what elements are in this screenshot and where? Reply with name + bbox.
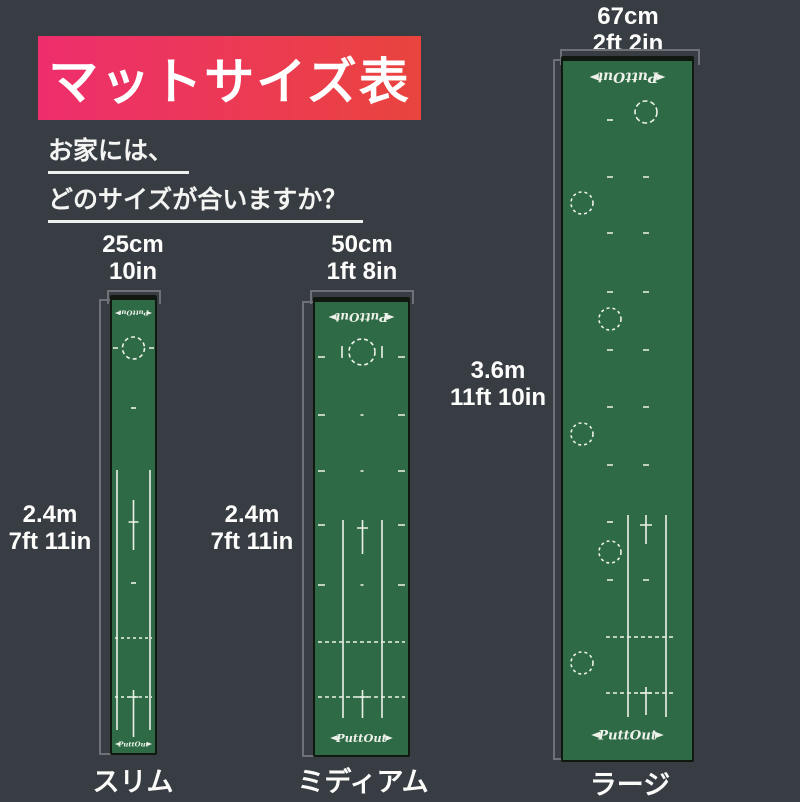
- puttout-logo-bottom: PuttOut: [591, 728, 664, 743]
- mat-graphic-medium: PuttOut PuttOut: [318, 310, 405, 745]
- target-circle: [598, 540, 622, 564]
- alignment-cross: [128, 500, 139, 550]
- medium-name-label: ミディアム: [297, 767, 429, 797]
- puttout-logo-top: PuttOut: [328, 310, 395, 324]
- medium-width-label: 50cm 1ft 8in: [326, 231, 398, 285]
- gate-marks: [341, 346, 383, 358]
- target-circle: [121, 336, 146, 360]
- medium-width-bracket: [310, 290, 414, 304]
- slim-width-label: 25cm 10in: [102, 231, 164, 285]
- large-length-label: 3.6m 11ft 10in: [449, 357, 547, 411]
- svg-text:PuttOut: PuttOut: [334, 310, 389, 324]
- alignment-cross: [640, 687, 652, 715]
- large-width-label: 67cm 2ft 2in: [592, 3, 664, 57]
- mat-slim: PuttOut PuttOut: [110, 295, 157, 755]
- target-circle: [634, 100, 658, 124]
- puttout-logo-top: PuttOut: [114, 309, 153, 317]
- alignment-cross: [357, 690, 368, 718]
- target-circle: [570, 651, 594, 675]
- alignment-cross: [640, 515, 652, 544]
- target-circle: [348, 338, 376, 366]
- mat-graphic-slim: PuttOut PuttOut: [113, 309, 154, 748]
- slim-length-label: 2.4m 7ft 11in: [8, 501, 92, 555]
- puttout-logo-bottom: PuttOut: [114, 740, 153, 748]
- puttout-logo-bottom: PuttOut: [330, 731, 393, 745]
- lane-lines: [116, 470, 151, 730]
- page-title: マットサイズ表: [48, 54, 411, 110]
- slim-length-bracket: [99, 299, 117, 755]
- svg-text:PuttOut: PuttOut: [596, 68, 659, 84]
- medium-length-bracket: [302, 301, 320, 757]
- large-name-label: ラージ: [589, 770, 671, 800]
- target-circle: [598, 307, 622, 331]
- target-circle: [570, 191, 594, 215]
- alignment-cross: [357, 520, 368, 554]
- subtitle-line-1: お家には、: [48, 131, 363, 174]
- slim-width-bracket: [107, 290, 161, 304]
- alignment-cross: [128, 690, 139, 737]
- mat-large: PuttOut PuttOut: [561, 56, 694, 762]
- subtitle-line-2: どのサイズが合いますか？: [48, 180, 364, 223]
- title-banner: マットサイズ表: [38, 36, 421, 120]
- slim-name-label: スリム: [92, 767, 174, 797]
- mat-medium: PuttOut PuttOut: [313, 297, 410, 757]
- target-circle: [570, 422, 594, 446]
- lane-lines: [342, 520, 383, 718]
- subtitle: お家には、 どのサイズが合いますか？: [48, 131, 364, 223]
- svg-text:PuttOut: PuttOut: [117, 309, 149, 317]
- svg-text:PuttOut: PuttOut: [335, 731, 388, 745]
- medium-length-label: 2.4m 7ft 11in: [210, 501, 294, 555]
- puttout-logo-top: PuttOut: [589, 68, 666, 84]
- svg-text:PuttOut: PuttOut: [597, 728, 657, 743]
- svg-text:PuttOut: PuttOut: [117, 740, 149, 748]
- lane-lines: [627, 515, 667, 717]
- mat-graphic-large: PuttOut PuttOut: [570, 68, 675, 743]
